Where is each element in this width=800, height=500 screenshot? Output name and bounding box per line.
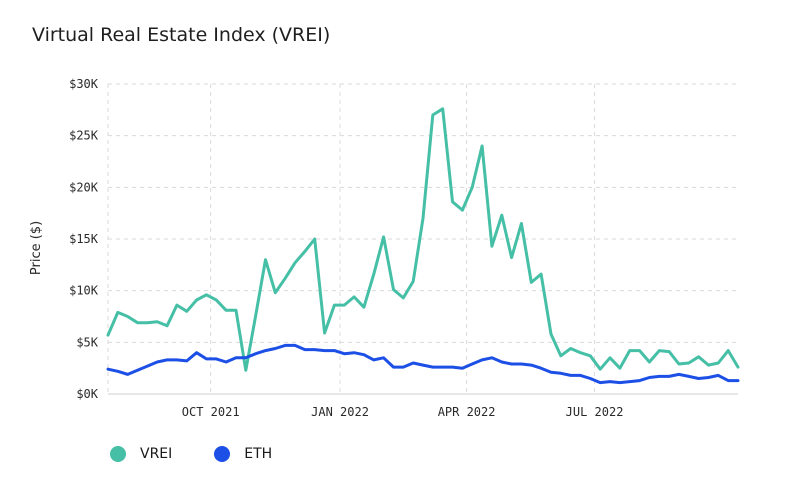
- grid-layer: [107, 83, 738, 394]
- x-tick-label: APR 2022: [438, 405, 496, 419]
- y-tick-label: $5K: [76, 335, 98, 349]
- legend-swatch-eth: [214, 446, 231, 462]
- y-tick-label: $0K: [76, 387, 98, 401]
- y-tick-label: $10K: [69, 284, 99, 298]
- y-tick-label: $20K: [69, 180, 99, 194]
- y-tick-label: $25K: [69, 129, 99, 143]
- y-tick-label: $30K: [69, 77, 99, 91]
- series-line-eth: [106, 343, 740, 385]
- axis-layer: $0K $5K $10K $15K $20K $25K $30K OCT 2021 JAN 20…: [69, 77, 738, 419]
- legend-label-vrei: VREI: [140, 446, 173, 462]
- x-tick-label: JUL 2022: [566, 405, 624, 419]
- chart-title: Virtual Real Estate Index (VREI): [32, 24, 331, 46]
- legend: VREI ETH: [110, 446, 272, 462]
- legend-item-vrei: VREI: [110, 446, 172, 462]
- legend-item-eth: ETH: [214, 446, 272, 462]
- legend-swatch-vrei: [110, 446, 126, 462]
- y-tick-label: $15K: [69, 232, 99, 246]
- series-layer: [106, 107, 740, 385]
- legend-label-eth: ETH: [244, 446, 273, 462]
- series-line-vrei: [106, 107, 740, 372]
- y-axis-label: Price ($): [29, 221, 44, 275]
- x-tick-label: OCT 2021: [182, 405, 240, 419]
- x-tick-label: JAN 2022: [311, 405, 369, 419]
